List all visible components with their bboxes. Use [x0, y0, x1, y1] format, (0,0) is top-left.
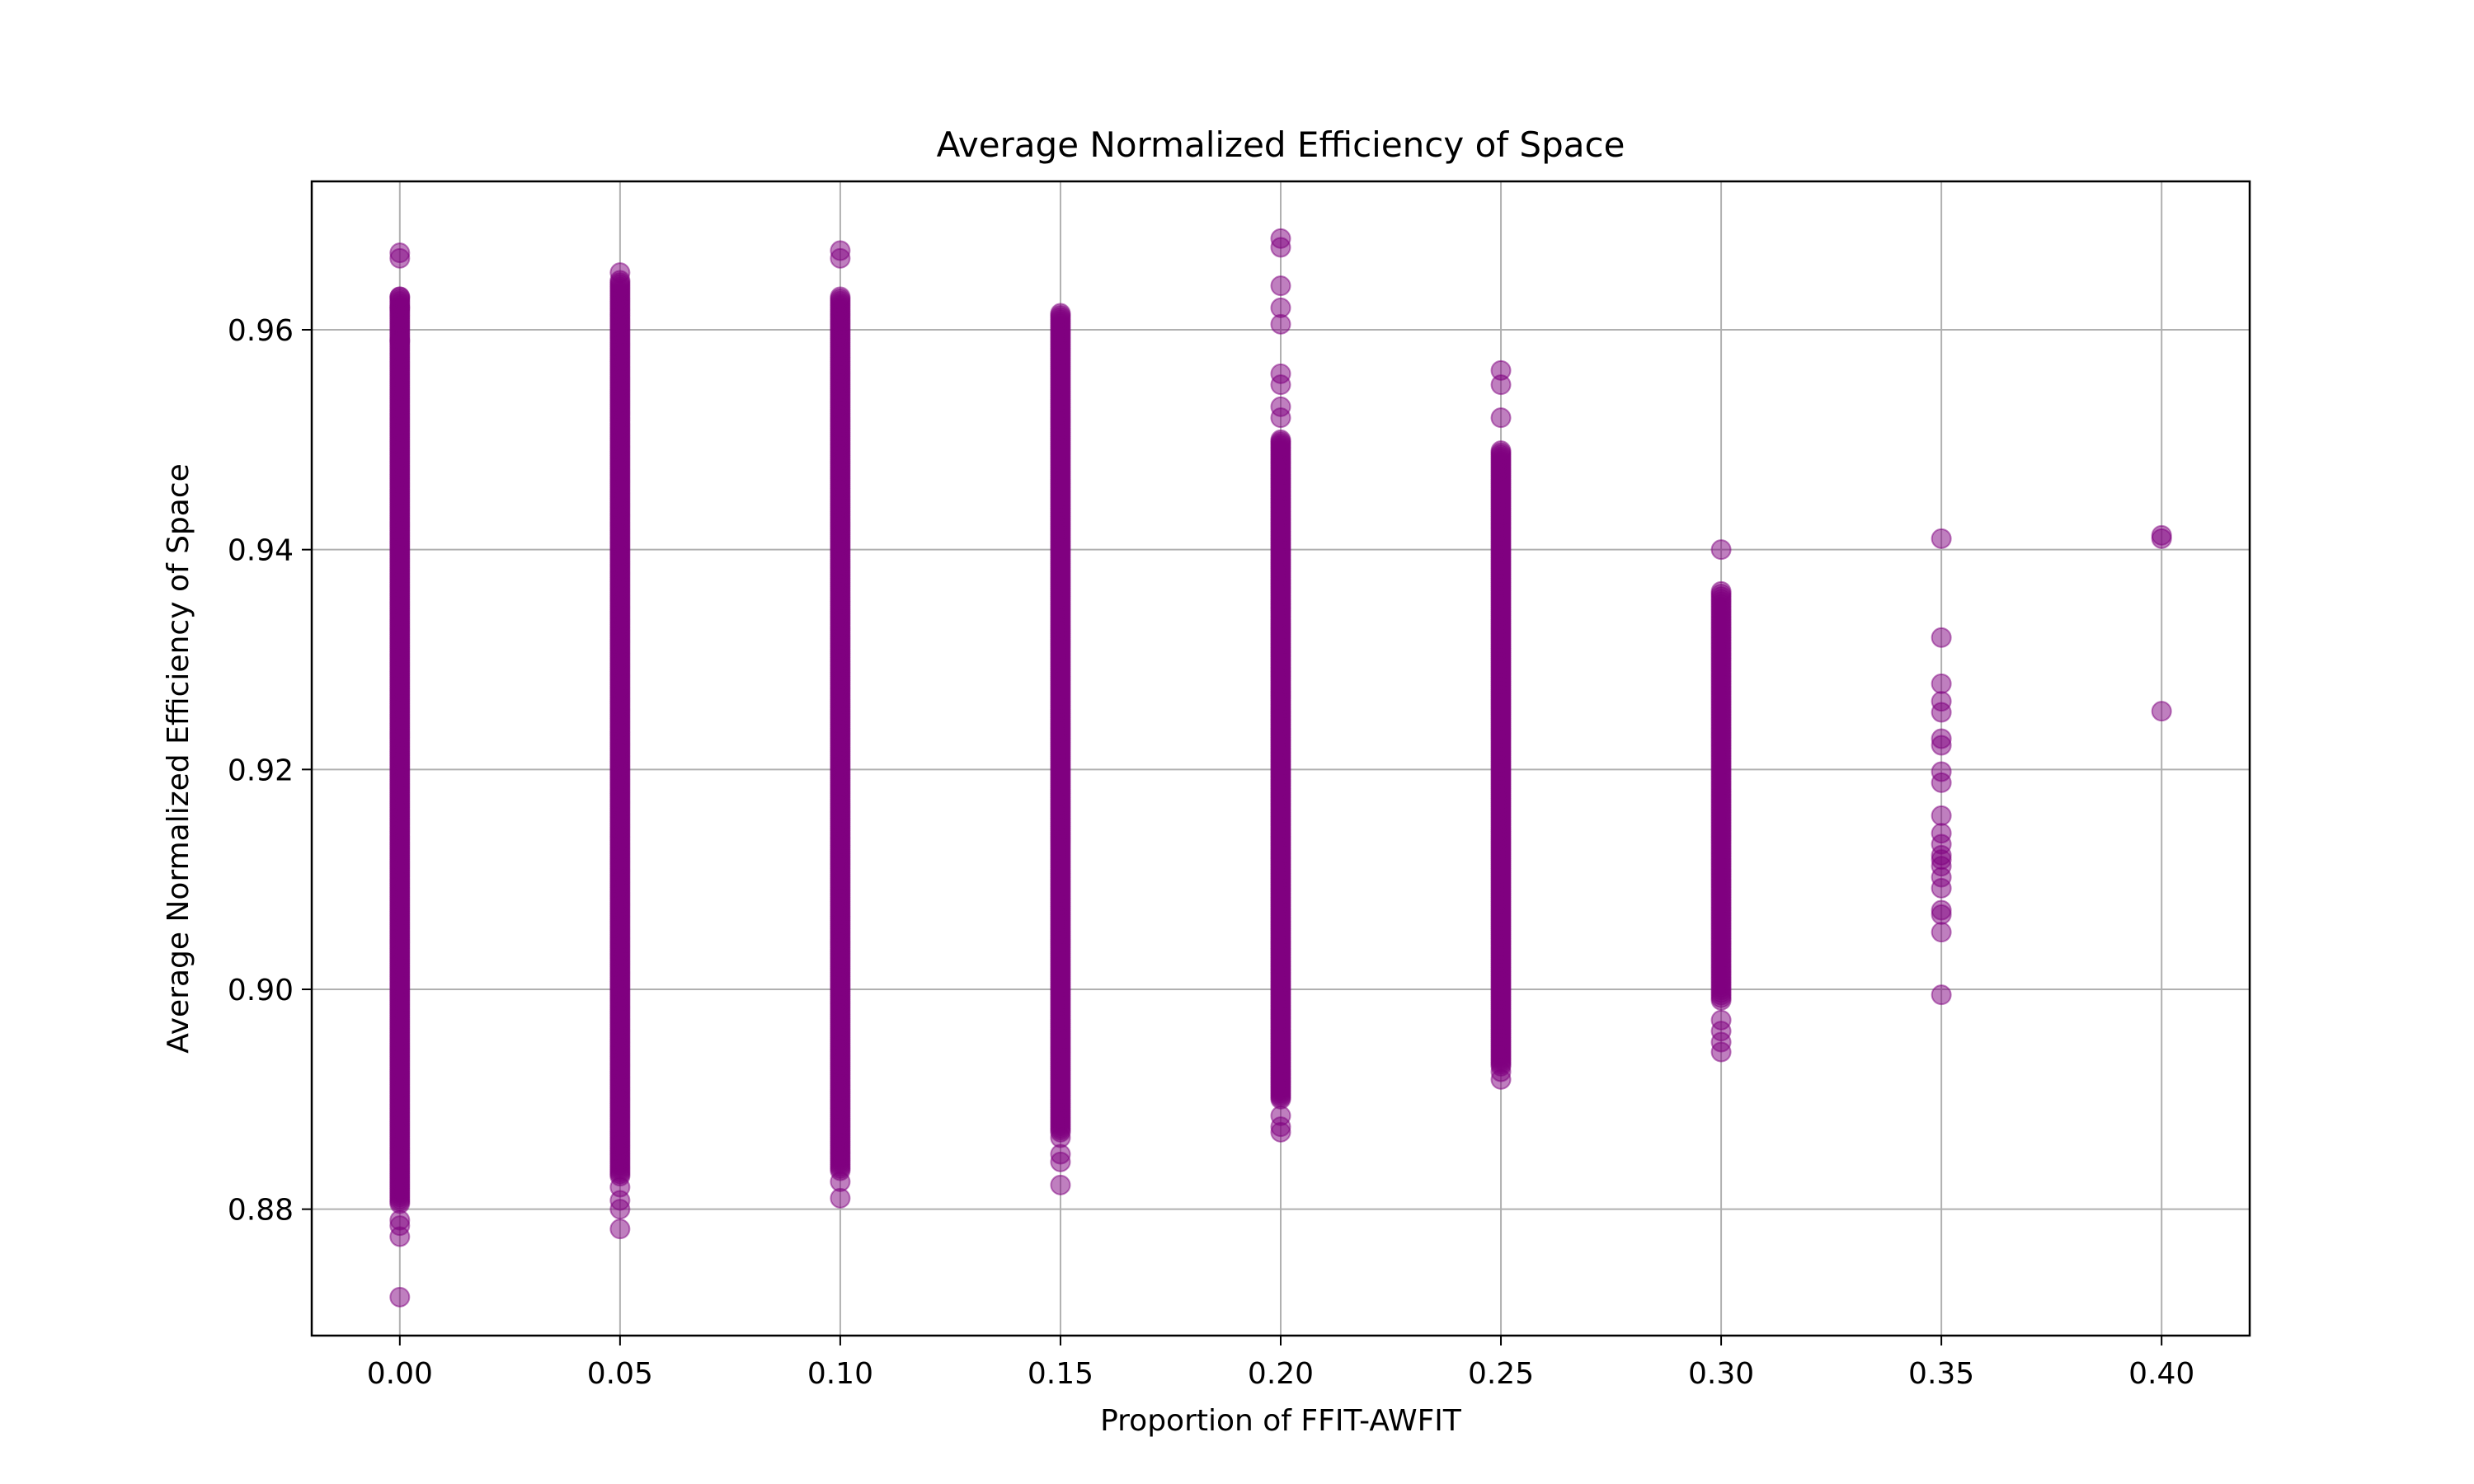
data-point: [1931, 899, 1952, 921]
data-point: [1931, 691, 1952, 712]
data-point: [389, 330, 411, 351]
data-point: [1710, 580, 1732, 602]
y-axis-label: Average Normalized Efficiency of Space: [162, 463, 195, 1054]
data-point: [1490, 407, 1512, 429]
data-point: [1270, 1105, 1291, 1126]
data-point: [2151, 524, 2172, 546]
data-point: [2151, 701, 2172, 722]
data-point: [1931, 823, 1952, 844]
data-point: [1270, 275, 1291, 297]
chart-title: Average Normalized Efficiency of Space: [937, 124, 1625, 165]
y-tick-label: 0.96: [228, 314, 294, 348]
x-tick-label: 0.35: [1908, 1357, 1974, 1391]
data-point: [1050, 303, 1071, 324]
data-point: [609, 1176, 631, 1198]
x-tick-label: 0.25: [1468, 1357, 1534, 1391]
data-point: [1931, 922, 1952, 943]
data-point: [1490, 440, 1512, 462]
data-point: [1270, 228, 1291, 249]
data-points: [389, 228, 2172, 1308]
data-point: [1931, 728, 1952, 749]
axis-ticks: 0.00 0.05 0.10 0.15 0.20 0.25 0.30 0.35 0.40 0.88…: [228, 314, 2194, 1391]
data-point: [830, 286, 851, 308]
y-tick-label: 0.90: [228, 974, 294, 1007]
x-axis-label: Proportion of FFIT-AWFIT: [1100, 1404, 1462, 1438]
data-point: [1931, 673, 1952, 694]
data-point: [1490, 359, 1512, 381]
x-tick-label: 0.10: [807, 1357, 873, 1391]
x-tick-label: 0.30: [1688, 1357, 1754, 1391]
data-point: [1931, 984, 1952, 1006]
x-tick-label: 0.15: [1028, 1357, 1094, 1391]
data-point: [609, 1219, 631, 1240]
data-point: [1931, 528, 1952, 549]
data-point: [389, 1209, 411, 1231]
y-tick-label: 0.88: [228, 1194, 294, 1228]
data-point: [389, 286, 411, 308]
data-point: [1270, 363, 1291, 384]
data-point: [1270, 429, 1291, 450]
y-tick-label: 0.92: [228, 754, 294, 787]
x-tick-label: 0.00: [367, 1357, 433, 1391]
x-tick-label: 0.40: [2128, 1357, 2194, 1391]
x-tick-label: 0.05: [587, 1357, 653, 1391]
data-point: [1270, 297, 1291, 318]
data-point: [609, 262, 631, 284]
y-tick-label: 0.94: [228, 534, 294, 568]
data-point: [1270, 396, 1291, 417]
data-point: [1050, 1127, 1071, 1148]
data-point: [1710, 539, 1732, 561]
data-point: [389, 1286, 411, 1308]
data-point: [1710, 1009, 1732, 1031]
data-point: [830, 240, 851, 261]
data-point: [389, 242, 411, 264]
data-point: [830, 1171, 851, 1192]
data-point: [1931, 627, 1952, 648]
data-point: [1931, 805, 1952, 826]
data-point: [1931, 761, 1952, 782]
data-point: [1050, 1174, 1071, 1195]
data-point: [1490, 1061, 1512, 1082]
x-tick-label: 0.20: [1248, 1357, 1314, 1391]
